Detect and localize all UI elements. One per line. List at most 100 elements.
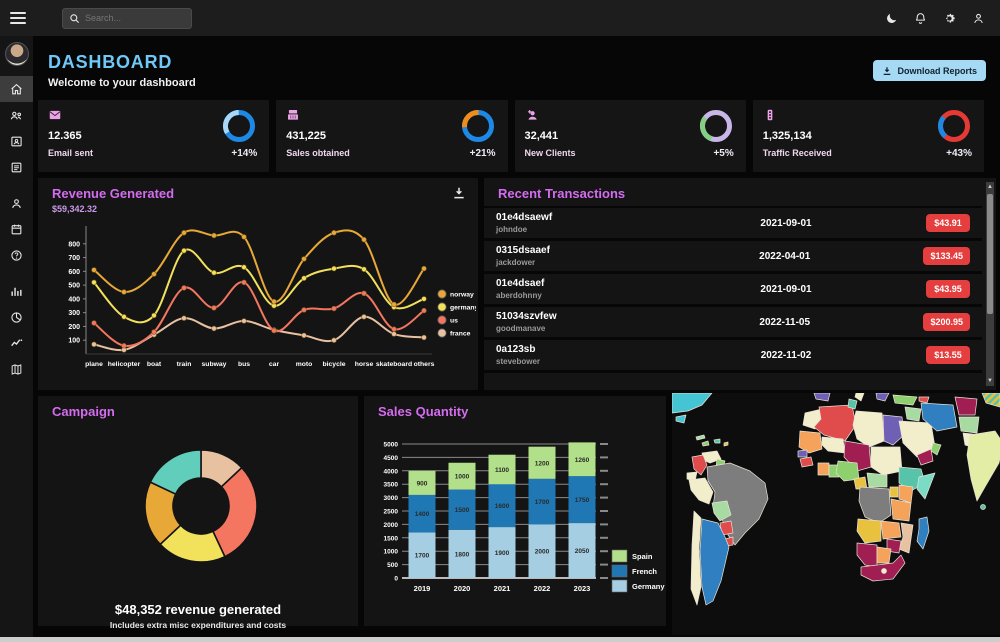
stat-delta: +14% [231, 148, 258, 159]
world-map[interactable] [671, 392, 1000, 635]
sidebar-item-calendar[interactable] [0, 216, 33, 242]
svg-text:Spain: Spain [632, 552, 653, 561]
svg-text:1500: 1500 [384, 535, 399, 542]
campaign-panel: Campaign $48,352 revenue generated Inclu… [38, 396, 358, 630]
transaction-row[interactable]: 0315dsaaef jackdower 2022-04-01 $133.45 [484, 241, 982, 274]
sales-bar-chart[interactable]: 0 500 1000 1500 2000 2500 3000 3500 4000 4500 5000… [364, 430, 666, 626]
stat-delta: +21% [469, 148, 496, 159]
sidebar-item-pie-chart[interactable] [0, 304, 33, 330]
svg-text:us: us [450, 318, 458, 325]
transaction-amount-badge: $43.95 [926, 280, 970, 298]
svg-text:1600: 1600 [495, 503, 510, 510]
svg-text:1260: 1260 [575, 457, 590, 464]
revenue-line-chart[interactable]: 100 200 300 400 500 600 700 800 plane helicopter b… [40, 222, 476, 388]
profile-icon[interactable] [970, 10, 986, 26]
geography-icon [11, 363, 22, 375]
svg-text:100: 100 [68, 338, 80, 345]
svg-text:bicycle: bicycle [322, 361, 345, 368]
progress-ring [461, 110, 494, 142]
svg-text:0: 0 [394, 576, 398, 583]
sidebar-item-geography[interactable] [0, 356, 33, 382]
svg-text:2000: 2000 [384, 522, 399, 529]
sidebar-item-profile[interactable] [0, 190, 33, 216]
stat-delta: +5% [713, 148, 734, 159]
contacts-icon [11, 136, 22, 146]
svg-text:1800: 1800 [455, 551, 470, 558]
avatar[interactable] [4, 42, 29, 66]
line-chart-icon [11, 338, 23, 346]
transaction-id: 0315dsaaef [496, 245, 550, 256]
bar-chart-icon [11, 287, 22, 296]
scroll-down-icon[interactable]: ▼ [987, 378, 993, 384]
svg-text:boat: boat [147, 361, 162, 368]
sidebar-item-bar-chart[interactable] [0, 278, 33, 304]
sidebar-item-people[interactable] [0, 102, 33, 128]
download-reports-button[interactable]: Download Reports [873, 60, 986, 81]
svg-text:2023: 2023 [574, 584, 591, 593]
svg-text:bus: bus [238, 361, 250, 368]
svg-text:helicopter: helicopter [108, 361, 141, 368]
stat-card-1: 431,225 Sales obtained +21% [276, 100, 508, 172]
people-icon [10, 111, 22, 119]
download-chart-icon[interactable] [452, 186, 468, 202]
svg-text:subway: subway [202, 361, 227, 368]
transaction-row[interactable]: 51034szvfew goodmanave 2022-11-05 $200.95 [484, 307, 982, 340]
revenue-panel: Revenue Generated $59,342.32 100 200 300 40… [38, 178, 478, 390]
transaction-amount-badge: $13.55 [926, 346, 970, 364]
stat-card-0: 12.365 Email sent +14% [38, 100, 270, 172]
stat-label: New Clients [524, 148, 576, 158]
transaction-user: aberdohnny [496, 291, 542, 300]
campaign-total: $48,352 revenue generated [114, 602, 282, 617]
page-title: DASHBOARD [48, 52, 173, 72]
svg-text:1200: 1200 [535, 460, 550, 467]
transaction-row[interactable]: 0a123sb stevebower 2022-11-02 $13.55 [484, 340, 982, 373]
svg-text:500: 500 [68, 283, 80, 290]
svg-text:5000: 5000 [384, 442, 399, 449]
notifications-icon[interactable] [912, 10, 928, 26]
transactions-scrollbar[interactable]: ▲ ▼ [986, 182, 994, 386]
scrollbar-thumb[interactable] [987, 194, 993, 314]
dark-mode-icon[interactable] [883, 10, 899, 26]
svg-text:200: 200 [68, 324, 80, 331]
sidebar-item-invoices[interactable] [0, 154, 33, 180]
person-add-icon [527, 110, 537, 120]
stat-value: 1,325,134 [762, 130, 812, 142]
svg-text:3000: 3000 [384, 495, 399, 502]
invoices-icon [11, 162, 22, 172]
campaign-donut-chart[interactable] [38, 426, 358, 596]
settings-icon[interactable] [941, 10, 957, 26]
scroll-up-icon[interactable]: ▲ [987, 184, 993, 190]
map-countries [671, 392, 1000, 606]
svg-text:400: 400 [68, 296, 80, 303]
transaction-date: 2022-11-05 [759, 316, 811, 328]
transaction-id: 01e4dsaewf [496, 212, 553, 223]
svg-text:1000: 1000 [455, 474, 470, 481]
transaction-row[interactable]: 01e4dsaef aberdohnny 2021-09-01 $43.95 [484, 274, 982, 307]
svg-text:skateboard: skateboard [376, 361, 412, 368]
sidebar-item-home[interactable] [0, 76, 33, 102]
stat-delta: +43% [946, 148, 972, 159]
sidebar-item-contacts[interactable] [0, 128, 33, 154]
transaction-row[interactable]: 01e4dsaewf johndoe 2021-09-01 $43.91 [484, 208, 982, 241]
svg-text:1000: 1000 [384, 549, 399, 556]
svg-text:French: French [632, 567, 657, 576]
stat-card-3: 1,325,134 Traffic Received +43% [752, 100, 984, 172]
sidebar-item-help[interactable] [0, 242, 33, 268]
transaction-user: jackdower [496, 258, 536, 267]
transaction-date: 2021-09-01 [760, 283, 812, 295]
menu-toggle-icon[interactable] [10, 8, 30, 28]
transaction-id: 01e4dsaef [496, 278, 545, 289]
svg-text:train: train [177, 361, 192, 368]
stat-cards-row: 12.365 Email sent +14% 431,225 Sales obtaine… [38, 100, 984, 172]
search-box[interactable] [62, 7, 192, 29]
svg-text:3500: 3500 [384, 482, 399, 489]
sidebar-item-line-chart[interactable] [0, 330, 33, 356]
transaction-user: stevebower [496, 357, 541, 366]
svg-text:Germany: Germany [632, 582, 665, 591]
transaction-id: 51034szvfew [496, 311, 557, 322]
svg-text:2020: 2020 [454, 584, 471, 593]
search-input[interactable] [85, 13, 175, 23]
svg-text:germany: germany [450, 305, 476, 312]
svg-text:800: 800 [68, 241, 80, 248]
svg-text:1700: 1700 [415, 553, 430, 560]
